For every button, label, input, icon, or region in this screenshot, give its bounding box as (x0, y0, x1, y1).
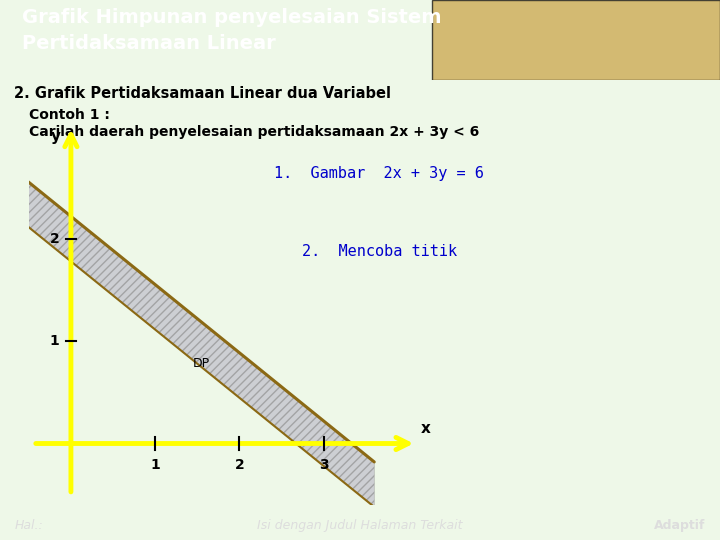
Text: DP: DP (193, 357, 210, 370)
Text: 2.  Mencoba titik: 2. Mencoba titik (302, 244, 457, 259)
FancyBboxPatch shape (432, 0, 720, 80)
Text: y: y (51, 129, 60, 144)
Text: Hal.:: Hal.: (14, 519, 43, 532)
Text: 3: 3 (319, 458, 328, 472)
Text: 1.  Gambar  2x + 3y = 6: 1. Gambar 2x + 3y = 6 (274, 166, 483, 181)
Text: 2. Grafik Pertidaksamaan Linear dua Variabel: 2. Grafik Pertidaksamaan Linear dua Vari… (14, 86, 392, 102)
Text: 2: 2 (235, 458, 244, 472)
Text: Isi dengan Judul Halaman Terkait: Isi dengan Judul Halaman Terkait (257, 519, 463, 532)
Text: Grafik Himpunan penyelesaian Sistem
Pertidaksamaan Linear: Grafik Himpunan penyelesaian Sistem Pert… (22, 8, 441, 53)
Text: Carilah daerah penyelesaian pertidaksamaan 2x + 3y < 6: Carilah daerah penyelesaian pertidaksama… (29, 125, 479, 139)
Text: 1: 1 (50, 334, 59, 348)
Text: Adaptif: Adaptif (654, 519, 706, 532)
Text: x: x (420, 421, 431, 436)
Text: 1: 1 (150, 458, 160, 472)
Text: 2: 2 (50, 232, 59, 246)
Polygon shape (24, 179, 374, 507)
Text: Contoh 1 :: Contoh 1 : (29, 108, 109, 122)
